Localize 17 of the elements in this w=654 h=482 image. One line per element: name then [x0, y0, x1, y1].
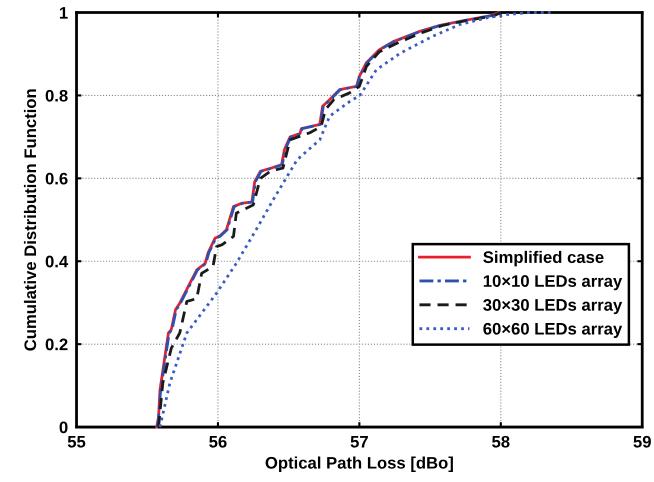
- x-tick-label: 55: [68, 436, 86, 448]
- x-tick-label: 58: [492, 436, 510, 448]
- y-tick-label: 0: [60, 421, 68, 434]
- legend-label: 10×10 LEDs array: [484, 275, 622, 290]
- legend-label: 60×60 LEDs array: [483, 322, 622, 338]
- y-tick-label: 0.8: [46, 90, 68, 102]
- y-tick-label: 0.4: [46, 256, 68, 268]
- x-tick-label: 56: [209, 436, 227, 448]
- x-axis-title: Optical Path Loss [dBo]: [266, 456, 453, 472]
- y-tick-label: 0.6: [46, 172, 68, 185]
- x-tick-label: 59: [633, 436, 651, 448]
- legend-label: 30×30 LEDs array: [483, 299, 622, 314]
- y-tick-label: 0.2: [46, 338, 68, 350]
- legend-label: Simplified case: [483, 250, 604, 266]
- x-tick-label: 57: [350, 436, 368, 448]
- y-tick-label: 1: [60, 7, 68, 19]
- y-axis-title: Cumulative Distribution Function: [24, 89, 36, 351]
